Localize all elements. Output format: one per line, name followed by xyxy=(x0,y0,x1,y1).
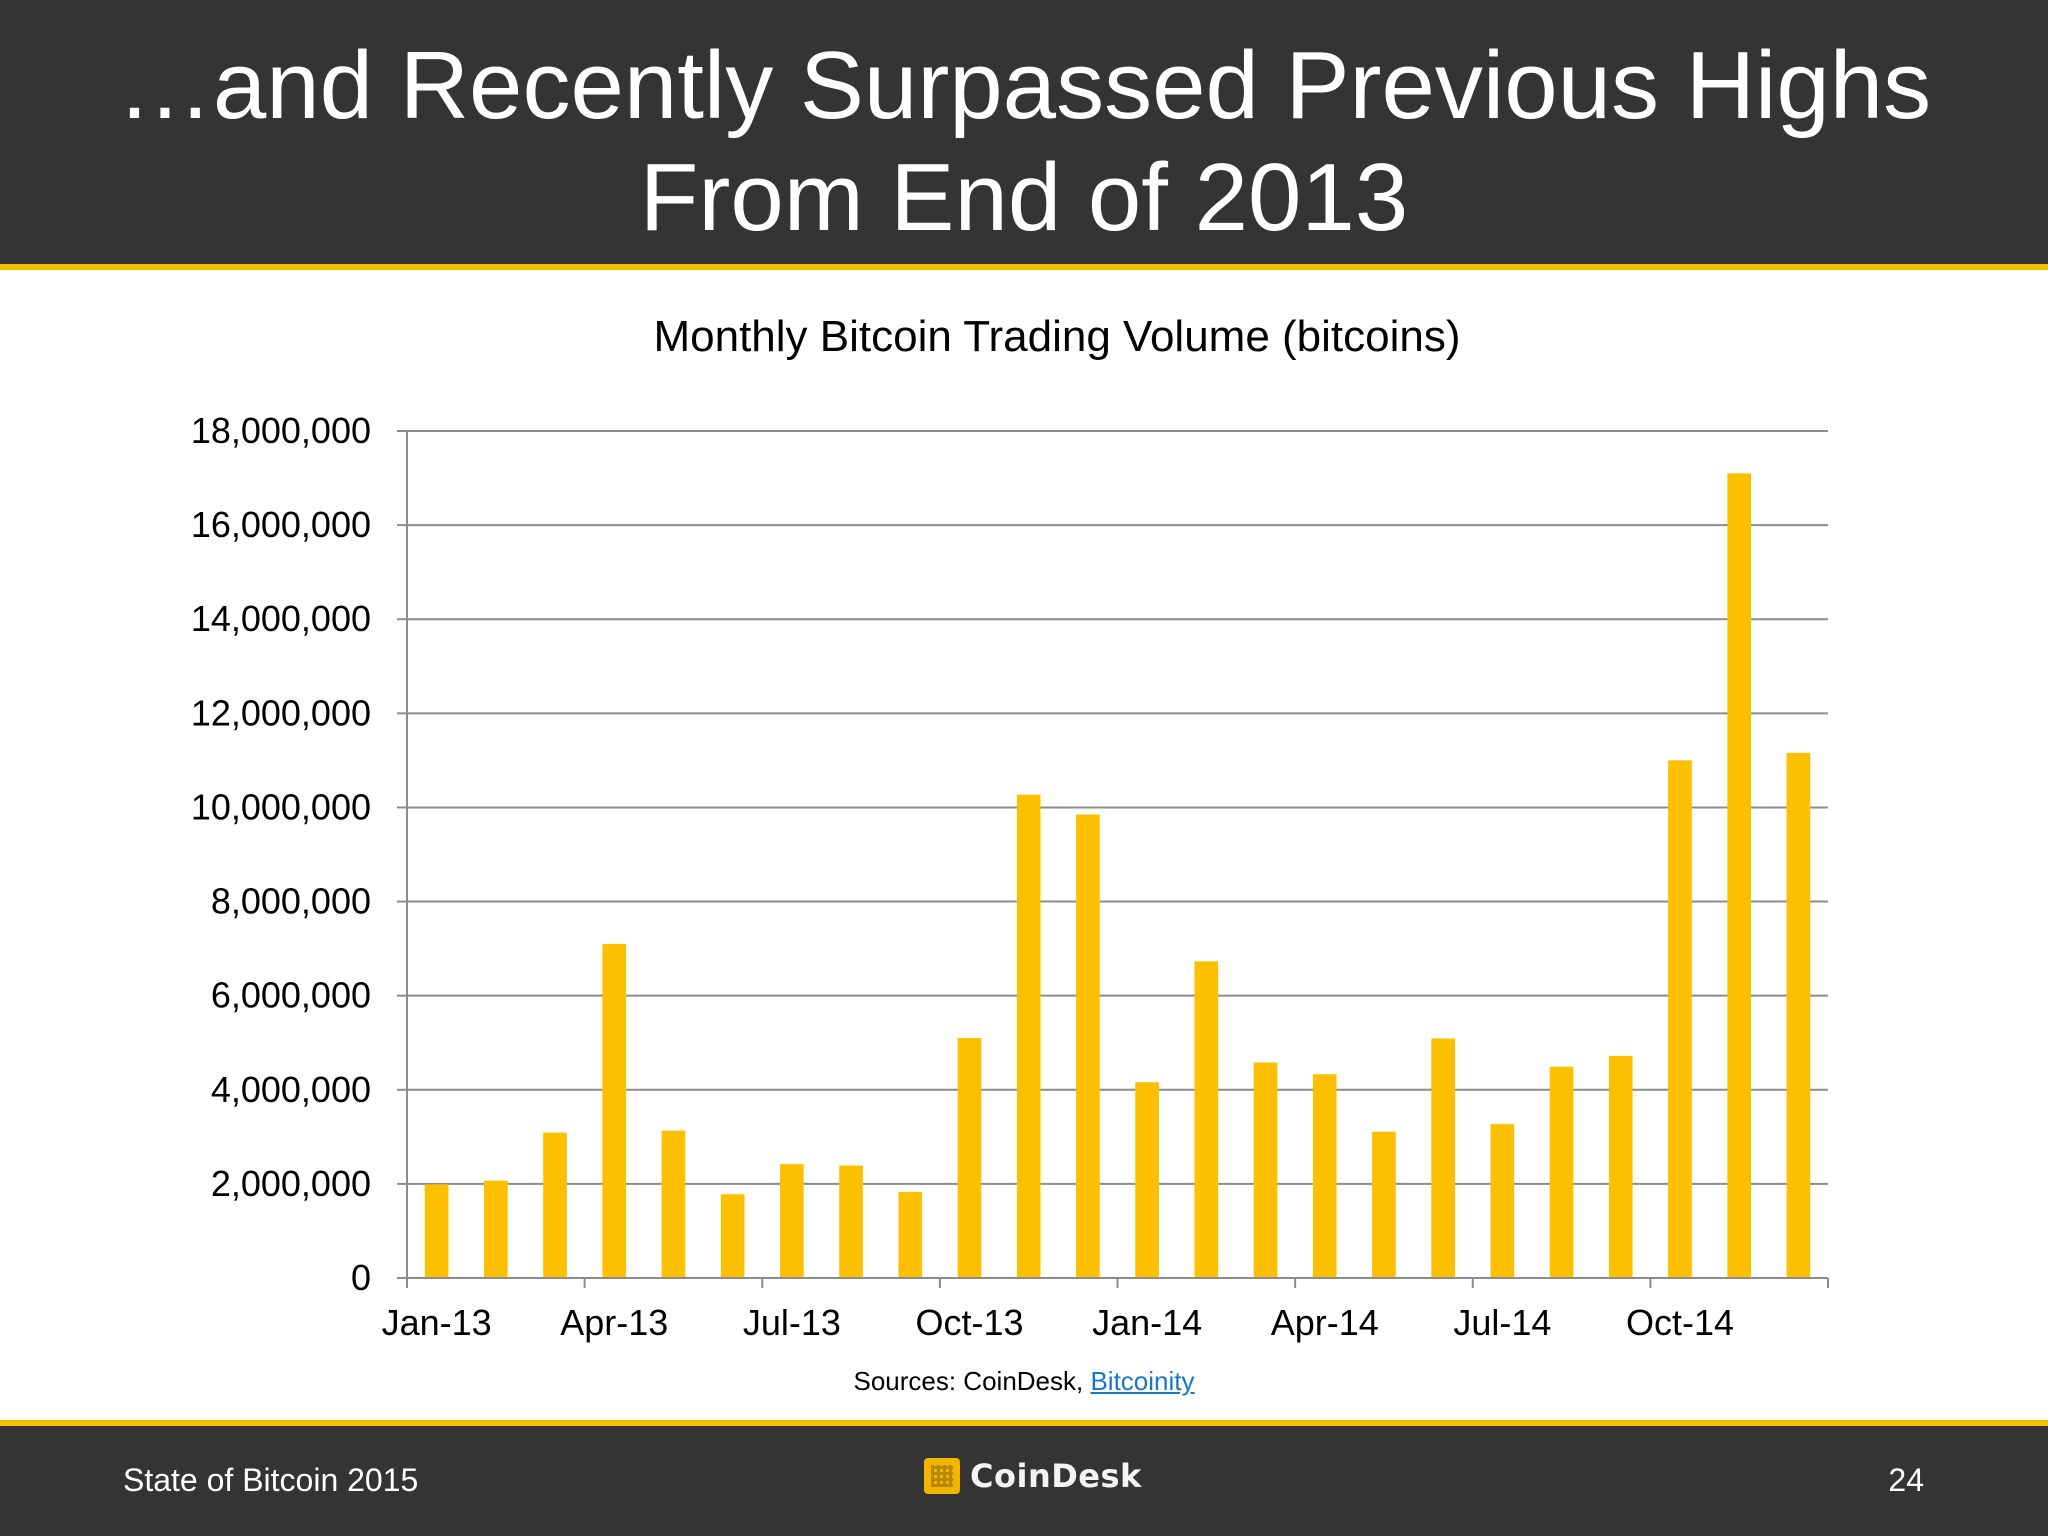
brand-name: CoinDesk xyxy=(970,1457,1142,1495)
bar-may-14 xyxy=(1372,1131,1396,1278)
bar-sep-13 xyxy=(898,1191,923,1278)
slide-title: …and Recently Surpassed Previous Highs F… xyxy=(60,30,1988,254)
chart-area: Monthly Bitcoin Trading Volume (bitcoins… xyxy=(0,270,2048,1390)
y-tick-labels: 0 2,000,000 4,000,000 6,000,000 8,000,000 10,… xyxy=(191,410,371,1298)
y-tick-label: 6,000,000 xyxy=(211,975,371,1016)
bar-jan-14 xyxy=(1135,1082,1159,1278)
y-tick-label: 12,000,000 xyxy=(191,692,371,733)
bar-oct-14 xyxy=(1668,760,1692,1278)
y-tick-label: 18,000,000 xyxy=(191,410,371,451)
coindesk-logo-icon xyxy=(924,1458,960,1494)
bar-feb-13 xyxy=(483,1180,508,1278)
bar-jan-13 xyxy=(424,1184,449,1278)
bar-aug-13 xyxy=(839,1165,863,1278)
bar-dec-14 xyxy=(1786,752,1811,1278)
footer-accent-rule xyxy=(0,1420,2048,1426)
bar-oct-13 xyxy=(957,1038,982,1278)
axes xyxy=(397,430,1829,1288)
x-tick-label: Jan-14 xyxy=(1092,1302,1202,1343)
bar-feb-14 xyxy=(1194,961,1219,1278)
y-tick-label: 16,000,000 xyxy=(191,504,371,545)
x-tick-label: Jan-13 xyxy=(382,1302,492,1343)
y-tick-label: 14,000,000 xyxy=(191,598,371,639)
sources-note: Sources: CoinDesk, Bitcoinity xyxy=(0,1366,2048,1397)
bar-jul-14 xyxy=(1490,1124,1515,1278)
footer-deck-title: State of Bitcoin 2015 xyxy=(123,1462,419,1498)
slide-title-line-1: …and Recently Surpassed Previous Highs xyxy=(116,32,1932,139)
bar-nov-14 xyxy=(1727,473,1752,1279)
bar-apr-13 xyxy=(602,943,627,1278)
y-tick-label: 2,000,000 xyxy=(211,1163,371,1204)
y-tick-label: 4,000,000 xyxy=(211,1069,371,1110)
bar-apr-14 xyxy=(1312,1074,1337,1278)
bar-may-13 xyxy=(661,1130,686,1278)
brand-logo: CoinDesk xyxy=(924,1456,1142,1496)
bar-aug-14 xyxy=(1549,1066,1574,1278)
bars xyxy=(424,473,1811,1279)
slide-title-line-2: From End of 2013 xyxy=(639,144,1409,251)
y-tick-label: 10,000,000 xyxy=(191,786,371,827)
x-tick-label: Apr-13 xyxy=(560,1302,668,1343)
x-tick-label: Oct-13 xyxy=(915,1302,1023,1343)
x-tick-label: Oct-14 xyxy=(1626,1302,1734,1343)
x-tick-labels: Jan-13 Apr-13 Jul-13 Oct-13 Jan-14 Apr-14 Jul-… xyxy=(382,1302,1734,1343)
footer-bar: State of Bitcoin 2015 CoinDesk 24 xyxy=(0,1426,2048,1536)
page-number: 24 xyxy=(1888,1462,1924,1498)
gridlines xyxy=(407,430,1828,1185)
y-tick-label: 8,000,000 xyxy=(211,881,371,922)
bar-jun-13 xyxy=(720,1194,745,1278)
chart-title: Monthly Bitcoin Trading Volume (bitcoins… xyxy=(653,312,1460,361)
bar-mar-13 xyxy=(543,1132,567,1278)
x-tick-label: Apr-14 xyxy=(1271,1302,1379,1343)
bar-jun-14 xyxy=(1431,1038,1455,1278)
bar-dec-13 xyxy=(1076,814,1100,1278)
x-tick-label: Jul-13 xyxy=(743,1302,841,1343)
header-accent-rule xyxy=(0,264,2048,270)
bar-chart: Monthly Bitcoin Trading Volume (bitcoins… xyxy=(191,312,1829,1343)
bar-jul-13 xyxy=(780,1164,804,1278)
bar-sep-14 xyxy=(1608,1055,1633,1278)
sources-prefix: Sources: CoinDesk, xyxy=(853,1366,1091,1396)
title-bar: …and Recently Surpassed Previous Highs F… xyxy=(0,0,2048,264)
x-tick-label: Jul-14 xyxy=(1453,1302,1551,1343)
y-tick-label: 0 xyxy=(351,1257,371,1298)
bitcoinity-link[interactable]: Bitcoinity xyxy=(1090,1366,1195,1396)
bar-mar-14 xyxy=(1253,1062,1278,1278)
bar-nov-13 xyxy=(1016,794,1041,1278)
